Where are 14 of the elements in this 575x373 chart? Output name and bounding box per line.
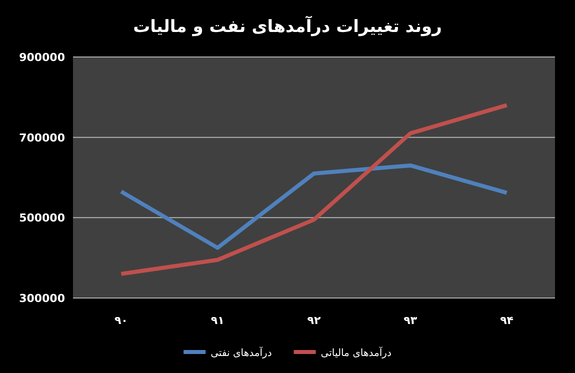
y-tick-label: 700000 (19, 131, 66, 144)
x-tick-label: ۹۳ (404, 314, 418, 327)
y-tick-label: 500000 (19, 212, 66, 225)
x-tick-label: ۹۲ (307, 314, 321, 327)
line-series (119, 103, 509, 276)
x-tick-label: ۹۰ (114, 314, 128, 327)
legend-label: درآمدهای نفتی (210, 346, 272, 359)
line-series (119, 163, 509, 250)
chart-title: روند تغییرات درآمدهای نفت و مالیات (133, 15, 442, 37)
x-tick-label: ۹۴ (500, 314, 514, 327)
y-tick-label: 300000 (19, 292, 66, 305)
y-tick-label: 900000 (19, 51, 66, 64)
x-tick-label: ۹۱ (210, 314, 224, 327)
legend-label: درآمدهای مالیاتی (320, 346, 392, 359)
